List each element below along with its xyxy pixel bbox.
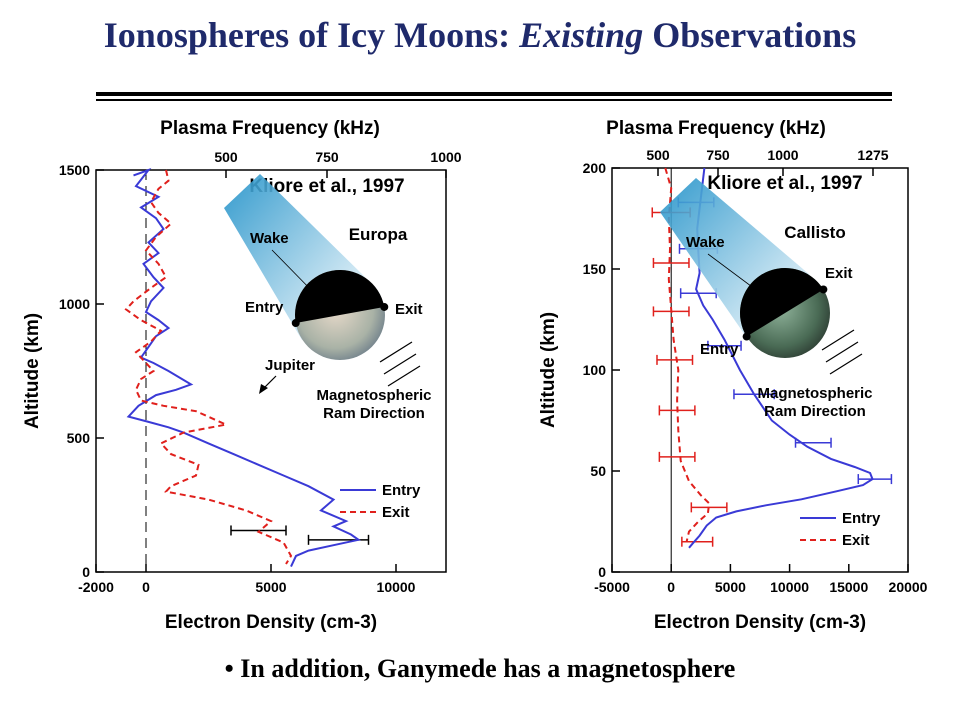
top-axis-title: Plasma Frequency (kHz)	[606, 118, 826, 139]
exit-label: Exit	[395, 301, 423, 318]
exit-label: Exit	[825, 265, 853, 282]
y-tick-label: 1500	[59, 162, 90, 178]
moon-name: Europa	[349, 225, 408, 244]
wake-label: Wake	[250, 230, 289, 247]
ram-label-2: Ram Direction	[323, 405, 425, 422]
legend-label: Exit	[842, 532, 870, 549]
legend-label: Entry	[842, 510, 881, 527]
legend-label: Exit	[382, 504, 410, 521]
title-part2: Observations	[643, 15, 857, 55]
ram-arrow	[821, 329, 855, 351]
title-rule-thick	[96, 92, 892, 96]
series-line-entry	[688, 167, 874, 549]
series-line-exit	[124, 169, 293, 565]
x-tick-label: 0	[667, 579, 675, 595]
x-axis-title: Electron Density (cm-3)	[654, 612, 866, 633]
x-tick-label: 10000	[770, 579, 809, 595]
x-tick-label: 5000	[715, 579, 746, 595]
top-tick-label: 750	[706, 147, 730, 163]
bullet-text: • In addition, Ganymede has a magnetosph…	[224, 654, 736, 683]
entry-point-dot	[742, 332, 751, 341]
citation-label: Kliore et al., 1997	[707, 173, 862, 194]
wake-pointer	[707, 253, 764, 296]
y-tick-label: 200	[583, 160, 607, 176]
y-tick-label: 50	[590, 463, 606, 479]
entry-label: Entry	[245, 299, 284, 316]
x-tick-label: 5000	[255, 579, 286, 595]
y-tick-label: 1000	[59, 296, 90, 312]
y-axis-title: Altitude (km)	[22, 313, 43, 429]
moon-shadow	[740, 268, 824, 337]
x-tick-label: 10000	[377, 579, 416, 595]
ram-arrow	[387, 365, 421, 387]
entry-point-dot	[291, 319, 300, 328]
ram-arrow	[825, 341, 859, 363]
y-axis-title: Altitude (km)	[538, 312, 559, 428]
top-axis-title: Plasma Frequency (kHz)	[160, 118, 380, 139]
jupiter-label: Jupiter	[265, 357, 315, 374]
x-tick-label: -2000	[78, 579, 114, 595]
top-tick-label: 1275	[857, 147, 888, 163]
legend-label: Entry	[382, 482, 421, 499]
top-tick-label: 750	[315, 149, 339, 165]
ram-arrow	[379, 341, 413, 363]
series-line-entry	[126, 167, 361, 568]
exit-point-dot	[819, 285, 828, 294]
title-part1: Ionospheres of Icy Moons:	[103, 15, 520, 55]
y-tick-label: 0	[82, 564, 90, 580]
title-rule-thin	[96, 99, 892, 101]
ram-label-1: Magnetospheric	[757, 385, 872, 402]
moon-shadow	[295, 270, 385, 324]
wake-pointer	[271, 249, 319, 298]
jupiter-arrowhead	[259, 384, 268, 394]
y-tick-label: 100	[583, 362, 607, 378]
exit-point-dot	[380, 302, 389, 311]
y-tick-label: 0	[598, 564, 606, 580]
x-tick-label: -5000	[594, 579, 630, 595]
top-tick-label: 500	[646, 147, 670, 163]
x-tick-label: 20000	[889, 579, 928, 595]
top-tick-label: 500	[214, 149, 238, 165]
y-tick-label: 500	[67, 430, 91, 446]
x-tick-label: 0	[142, 579, 150, 595]
ram-label-1: Magnetospheric	[316, 387, 431, 404]
y-tick-label: 150	[583, 261, 607, 277]
title-emphasis: Existing	[519, 15, 644, 55]
x-axis-title: Electron Density (cm-3)	[165, 612, 377, 633]
x-tick-label: 15000	[829, 579, 868, 595]
ram-arrow	[383, 353, 417, 375]
ram-label-2: Ram Direction	[764, 403, 866, 420]
citation-label: Kliore et al., 1997	[249, 176, 404, 197]
top-tick-label: 1000	[430, 149, 461, 165]
ram-arrow	[829, 353, 863, 375]
moon-name: Callisto	[784, 223, 845, 242]
wake-label: Wake	[686, 234, 725, 251]
entry-label: Entry	[700, 341, 739, 358]
top-tick-label: 1000	[767, 147, 798, 163]
slide-title: Ionospheres of Icy Moons: Existing Obser…	[0, 14, 960, 56]
